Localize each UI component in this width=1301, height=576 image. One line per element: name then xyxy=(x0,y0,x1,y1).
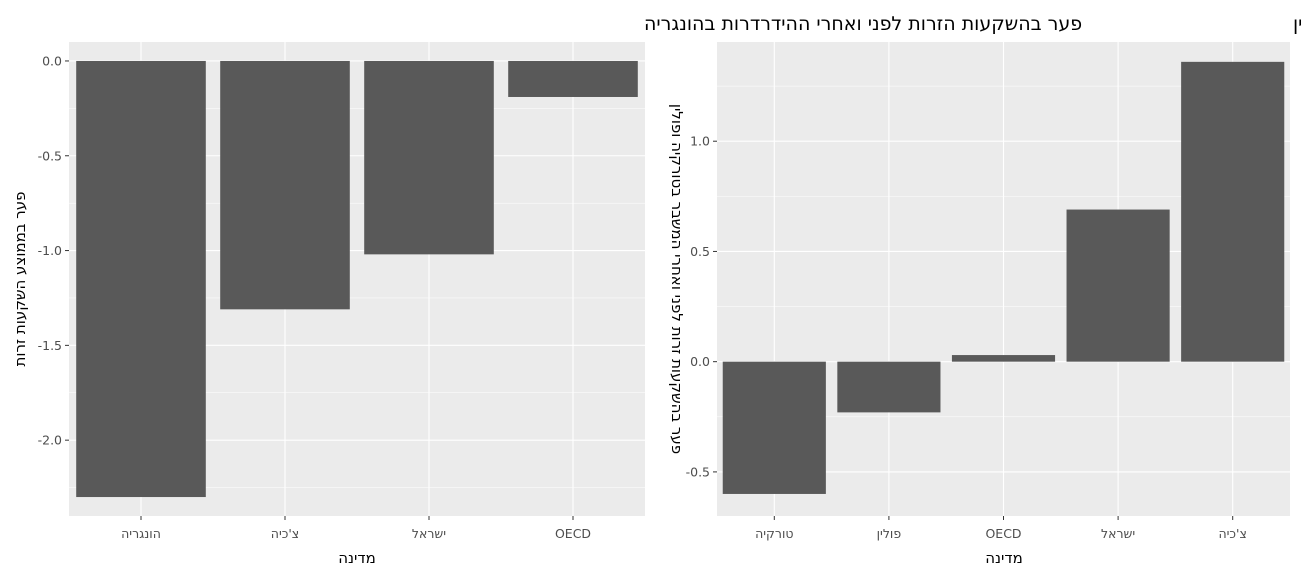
y-tick-label: 0.5 xyxy=(690,244,710,259)
chart-title: פער בהשקעות הזרות לפני ואחרי ההידרדרות ב… xyxy=(644,13,1082,35)
y-axis-ticks: 0.0 -0.5 -1.0 -1.5 -2.0 xyxy=(38,53,69,448)
chart-hungary: פער בהשקעות הזרות לפני ואחרי ההידרדרות ב… xyxy=(11,13,1082,567)
bar-0 xyxy=(76,60,206,498)
bar-3 xyxy=(1066,209,1170,362)
y-tick-label: 0.0 xyxy=(690,354,710,369)
y-tick-label: -1.5 xyxy=(38,338,62,353)
y-tick-label: -1.0 xyxy=(38,243,62,258)
x-tick-label: OECD xyxy=(555,526,591,541)
x-axis-title: מדינה xyxy=(338,549,376,567)
y-axis-title: פער בממוצע השקעות זרות xyxy=(11,192,29,367)
bar-1 xyxy=(837,361,941,413)
y-axis-ticks: -0.5 0.0 0.5 1.0 xyxy=(686,134,717,479)
x-tick-label: ישראל xyxy=(412,526,446,541)
chart-title: פער בהשקעות הזרות לפני ואחרי ההידרדרות ב… xyxy=(1293,13,1301,35)
x-tick-label: טורקיה xyxy=(755,526,793,541)
bar-4 xyxy=(1181,61,1285,362)
bar-1 xyxy=(220,60,350,310)
x-tick-label: פולין xyxy=(877,526,902,541)
bar-3 xyxy=(508,60,638,97)
bar-2 xyxy=(951,355,1056,362)
y-tick-label: -0.5 xyxy=(38,148,62,163)
x-axis-ticks: טורקיה פולין OECD ישראל צ'כיה xyxy=(755,516,1247,541)
y-tick-label: 1.0 xyxy=(690,134,710,149)
y-axis-title: פער בהשקעות זרות לפני ואחרי המשבר בטורקי… xyxy=(668,104,686,454)
x-tick-label: ישראל xyxy=(1101,526,1135,541)
bars xyxy=(722,61,1285,494)
x-axis-ticks: הונגריה צ'כיה ישראל OECD xyxy=(121,516,591,541)
x-tick-label: הונגריה xyxy=(121,526,161,541)
bar-0 xyxy=(722,361,826,494)
x-axis-title: מדינה xyxy=(985,549,1023,567)
x-tick-label: צ'כיה xyxy=(271,526,299,541)
y-tick-label: -0.5 xyxy=(686,464,710,479)
y-tick-label: -2.0 xyxy=(38,433,62,448)
y-tick-label: 0.0 xyxy=(42,53,62,68)
x-tick-label: OECD xyxy=(985,526,1021,541)
bars xyxy=(76,60,638,498)
bar-2 xyxy=(364,60,494,255)
chart-turkey-poland: פער בהשקעות הזרות לפני ואחרי ההידרדרות ב… xyxy=(668,13,1301,567)
x-tick-label: צ'כיה xyxy=(1218,526,1246,541)
